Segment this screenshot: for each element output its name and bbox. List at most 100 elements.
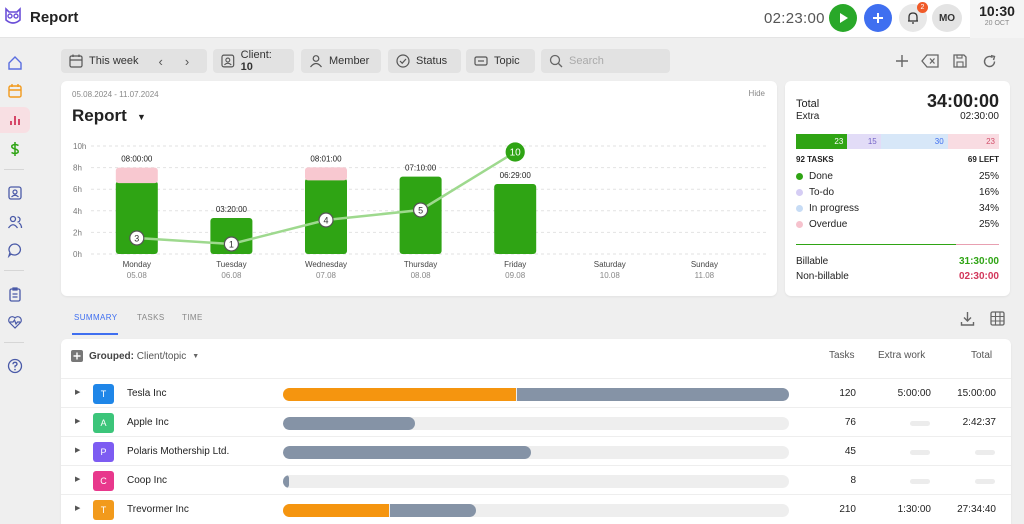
refresh-button[interactable] [980,52,998,70]
report-card: 05.08.2024 - 11.07.2024 Hide Report ▼ 0h… [61,81,777,296]
x-tick-date: 09.08 [505,271,526,280]
empty-value [910,421,930,426]
expand-row-icon[interactable]: ▶ [75,476,81,483]
extra-work-segment [283,504,390,517]
sidebar-item-home[interactable] [0,50,30,76]
table-view-button[interactable] [988,309,1006,327]
status-filter[interactable]: Status [388,49,461,73]
expand-row-icon[interactable]: ▶ [75,505,81,512]
table-row[interactable]: ▶ P Polaris Mothership Ltd. 45 [61,436,1011,465]
owl-logo-icon [5,7,21,24]
x-tick-label: Saturday [594,260,626,269]
column-header-total[interactable]: Total [971,350,993,361]
clear-filters-button[interactable] [921,52,939,70]
regular-work-segment [516,388,789,401]
tasks-value: 76 [844,417,856,428]
timer-display: 02:23:00 [764,10,825,27]
table-row[interactable]: ▶ T Trevormer Inc 210 1:30:00 27:34:40 [61,494,1011,523]
bar-extra [305,167,347,181]
hide-chart-link[interactable]: Hide [748,89,765,98]
sidebar-item-calendar[interactable] [0,78,30,104]
sidebar-item-help[interactable] [0,353,30,379]
column-header-tasks[interactable]: Tasks [829,350,855,361]
progress-segment: 30 [880,134,948,149]
sidebar-item-reports[interactable] [0,107,30,133]
extra-label: Extra [796,111,820,122]
tab-tasks[interactable]: TASKS [137,313,165,322]
x-tick-label: Monday [123,260,151,269]
legend-label: Done [809,171,833,182]
clock-date: 20 OCT [984,20,1010,27]
table-row[interactable]: ▶ T Tesla Inc 120 5:00:00 15:00:00 [61,378,1011,407]
start-timer-button[interactable] [829,4,857,32]
legend-label: To-do [809,187,835,198]
bar-value-label: 08:00:00 [121,155,153,164]
next-period-button[interactable]: › [184,53,190,69]
download-button[interactable] [958,309,976,327]
total-row: Total 34:00:00 [796,91,999,112]
expand-row-icon[interactable]: ▶ [75,389,81,396]
table-row[interactable]: ▶ A Apple Inc 76 2:42:37 [61,407,1011,436]
tab-summary[interactable]: SUMMARY [74,313,118,322]
prev-period-button[interactable]: ‹ [158,53,163,69]
search-icon [549,54,563,68]
sidebar-item-health[interactable] [0,309,30,335]
legend-item: To-do 16% [796,187,999,198]
x-tick-date: 10.08 [600,271,621,280]
stats-card: Total 34:00:00 Extra 02:30:00 23 15 30 23 9… [785,81,1010,296]
topic-filter[interactable]: Topic [466,49,535,73]
add-entry-button[interactable] [893,52,911,70]
bar-extra [115,167,158,184]
progress-segment: 23 [796,134,848,149]
empty-value [910,450,930,455]
chart-icon [10,116,20,125]
chat-icon [7,243,21,258]
tasks-value: 120 [839,388,856,399]
expand-row-icon[interactable]: ▶ [75,447,81,454]
legend-label: In progress [809,203,860,214]
x-tick-date: 06.08 [221,271,242,280]
sidebar-item-tasks[interactable] [0,281,30,307]
group-by-selector[interactable]: Grouped: Client/topic ▼ [71,350,199,362]
client-name: Apple Inc [127,417,169,428]
legend-dot [796,204,803,212]
regular-work-segment [283,475,290,488]
legend-value: 25% [978,171,999,182]
search-input[interactable]: Search [541,49,670,73]
member-filter[interactable]: Member [301,49,381,73]
expand-all-icon[interactable] [71,350,83,362]
sidebar [0,38,30,524]
report-title[interactable]: Report [72,106,127,125]
sidebar-divider [4,270,24,271]
legend-label: Overdue [809,219,848,230]
tab-time[interactable]: TIME [182,313,203,322]
sidebar-divider [4,169,24,170]
empty-value [910,479,930,484]
x-tick-label: Thursday [404,260,437,269]
top-bar: Report 02:23:00 2 MO 10:30 20 OCT [0,0,1024,38]
extra-row: Extra 02:30:00 [796,111,999,122]
summary-table: Grouped: Client/topic ▼ Tasks Extra work… [61,339,1011,524]
column-header-extra[interactable]: Extra work [878,350,926,361]
client-name: Polaris Mothership Ltd. [127,446,230,457]
calendar-icon [8,84,22,98]
avatar[interactable]: MO [932,4,962,32]
active-tab-indicator [72,333,118,335]
expand-row-icon[interactable]: ▶ [75,418,81,425]
client-name: Trevormer Inc [127,504,189,515]
add-button[interactable] [864,4,892,32]
sidebar-item-team[interactable] [0,209,30,235]
table-row[interactable]: ▶ C Coop Inc 8 [61,465,1011,494]
chevron-down-icon[interactable]: ▼ [137,112,146,122]
sidebar-item-chat[interactable] [0,237,30,263]
x-tick-label: Wednesday [305,260,347,269]
save-button[interactable] [951,52,969,70]
client-filter[interactable]: Client: 10 [213,49,294,73]
clipboard-icon [9,287,21,302]
y-tick-label: 8h [73,164,82,173]
sidebar-item-billing[interactable] [0,136,30,162]
sidebar-item-contacts[interactable] [0,180,30,206]
contact-icon [8,186,22,200]
time-distribution-bar [283,446,789,459]
period-selector[interactable]: This week ‹ › [61,49,207,73]
